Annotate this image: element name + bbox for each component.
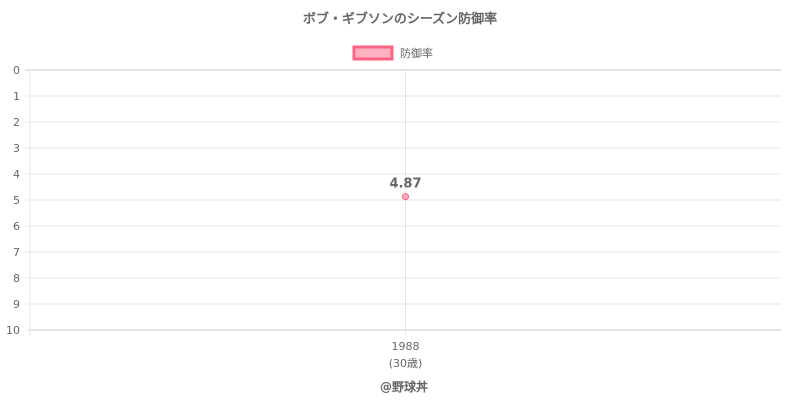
x-tick-label: 1988 <box>392 340 420 353</box>
x-tick-sublabel: (30歳) <box>389 357 423 370</box>
series-points: 4.87 <box>389 177 422 201</box>
chart-title: ボブ・ギブソンのシーズン防御率 <box>303 11 497 27</box>
legend-swatch <box>352 45 394 61</box>
y-tick-label: 10 <box>6 324 20 337</box>
y-tick-label: 6 <box>13 220 20 233</box>
y-axis: 0 1 2 3 4 5 6 7 8 9 10 <box>6 64 20 337</box>
y-tick-label: 9 <box>13 298 20 311</box>
y-tick-label: 8 <box>13 272 20 285</box>
x-axis: 1988 (30歳) <box>389 340 423 370</box>
grid <box>25 69 781 335</box>
legend-label: 防御率 <box>400 46 433 60</box>
y-tick-label: 0 <box>13 64 20 77</box>
y-tick-label: 2 <box>13 116 20 129</box>
legend[interactable]: 防御率 <box>352 45 433 61</box>
y-tick-label: 3 <box>13 142 20 155</box>
data-label: 4.87 <box>389 177 421 192</box>
y-tick-label: 5 <box>13 194 20 207</box>
credit: @野球丼 <box>380 379 428 394</box>
data-point <box>402 193 409 201</box>
y-tick-label: 4 <box>13 168 20 181</box>
y-tick-label: 1 <box>13 90 20 103</box>
y-tick-label: 7 <box>13 246 20 259</box>
